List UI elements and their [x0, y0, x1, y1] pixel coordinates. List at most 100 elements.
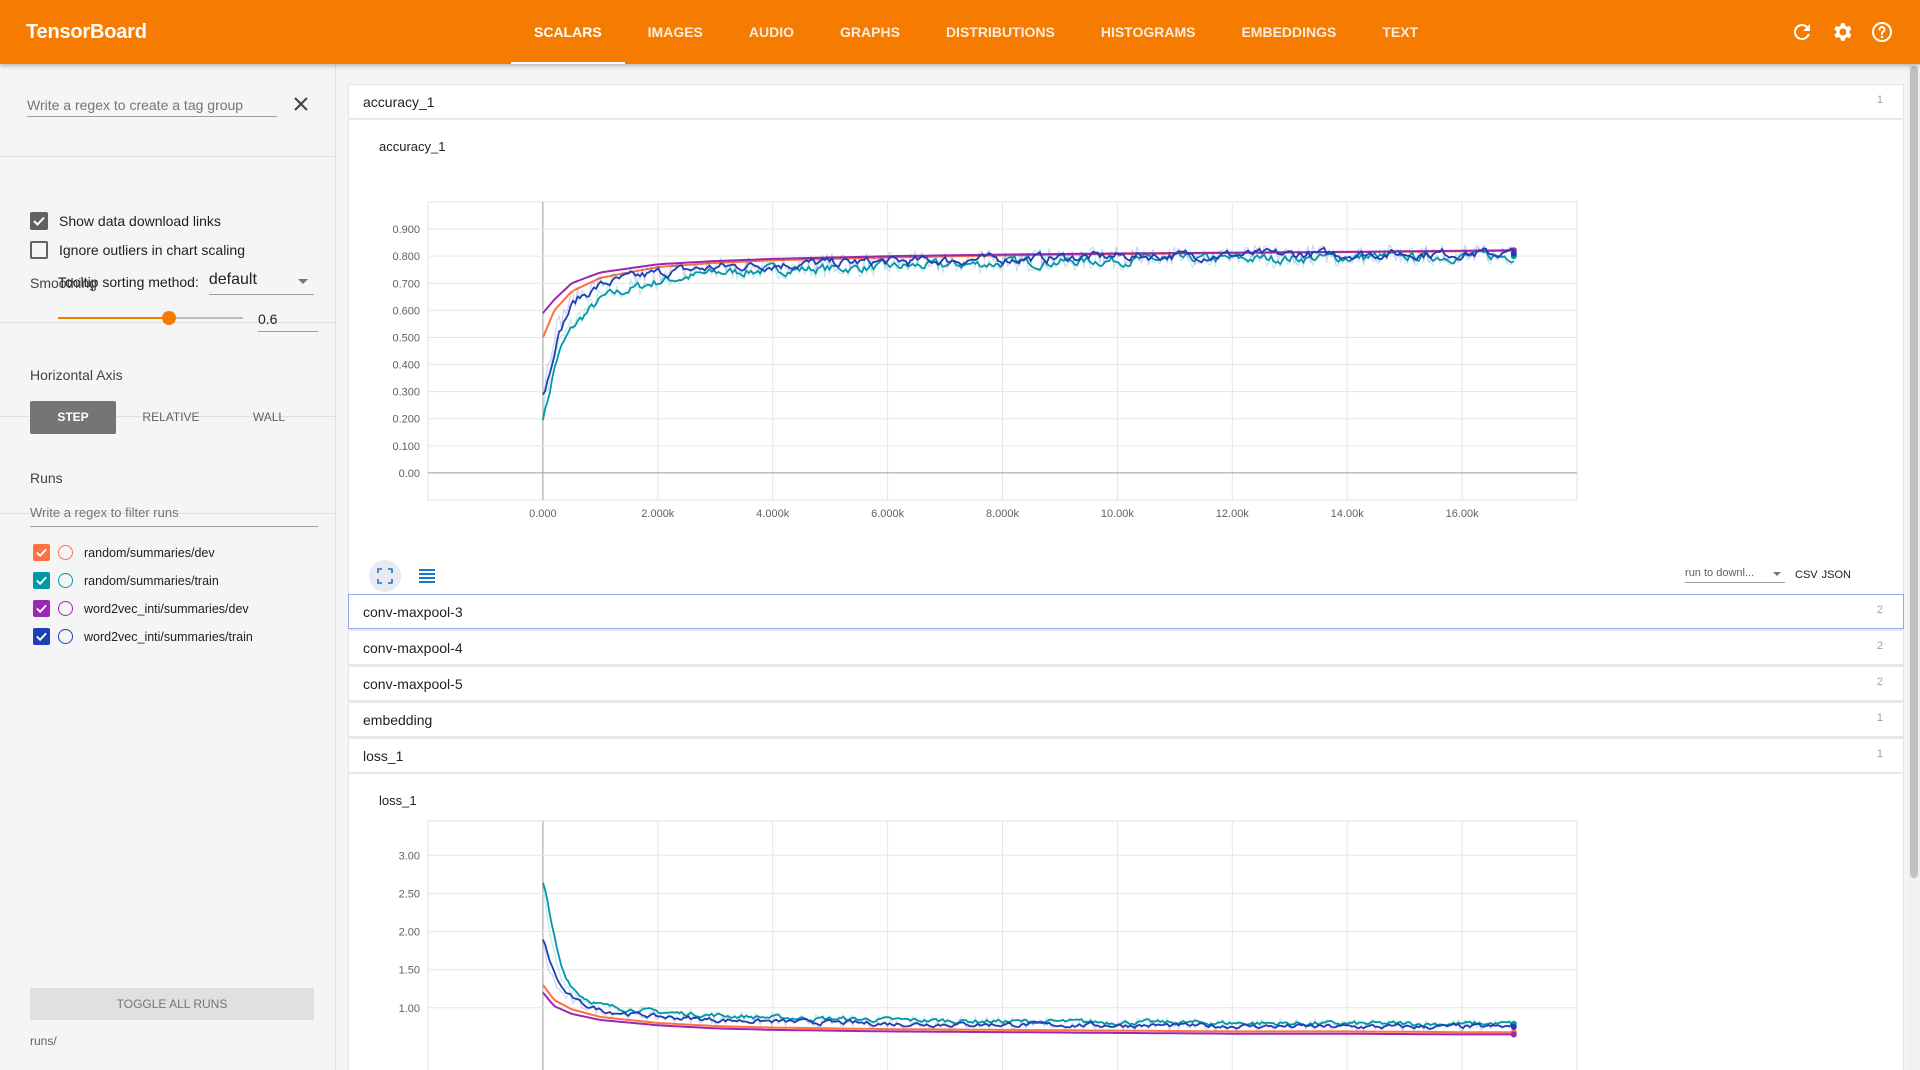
ignore-outliers-option[interactable]: Ignore outliers in chart scaling: [30, 241, 245, 259]
y-tick-label: 0.600: [392, 305, 420, 317]
list-icon: [419, 569, 435, 583]
category-title: accuracy_1: [363, 94, 435, 110]
toggle-log-scale-button[interactable]: [411, 560, 443, 592]
tag-regex-input[interactable]: [27, 93, 277, 117]
gear-icon[interactable]: [1830, 20, 1854, 44]
app-title: TensorBoard: [26, 21, 147, 43]
horizontal-axis-label: Horizontal Axis: [30, 367, 123, 383]
smoothing-label: Smoothing: [30, 275, 97, 291]
smoothing-slider-knob[interactable]: [162, 311, 176, 325]
accuracy-chart[interactable]: 0.00 0.100 0.200 0.300 0.400 0.500 0.600 0.700 0…: [349, 120, 1904, 550]
plot-area: [541, 243, 1517, 421]
loss-chart[interactable]: 1.00 1.50 2.00 2.50 3.00: [349, 774, 1904, 1070]
series-raw-line: [542, 882, 1515, 1030]
x-tick-label: 8.000k: [986, 508, 1020, 520]
smoothing-slider[interactable]: [58, 311, 243, 325]
y-tick-label: 0.800: [392, 251, 420, 263]
category-count: 2: [1876, 604, 1883, 616]
category-title: embedding: [363, 712, 433, 728]
run-item[interactable]: random/summaries/train: [33, 572, 219, 589]
run-checkbox[interactable]: [33, 544, 50, 561]
chart-title: accuracy_1: [379, 139, 446, 154]
expand-icon: [377, 568, 393, 584]
tab-histograms[interactable]: HISTOGRAMS: [1100, 24, 1196, 40]
run-color-circle: [58, 629, 73, 644]
json-link[interactable]: JSON: [1821, 569, 1851, 581]
series-line: [542, 249, 1514, 314]
y-tick-label: 3.00: [399, 850, 420, 862]
run-checkbox[interactable]: [33, 628, 50, 645]
y-tick-label: 0.200: [392, 414, 420, 426]
category-title: loss_1: [363, 748, 404, 764]
download-run-select[interactable]: run to downl...: [1685, 567, 1786, 583]
category-embedding[interactable]: embedding 1: [348, 702, 1904, 737]
axis-relative-button[interactable]: RELATIVE: [142, 410, 200, 424]
runs-label: Runs: [30, 470, 63, 486]
category-title: conv-maxpool-3: [363, 604, 463, 620]
run-checkbox[interactable]: [33, 600, 50, 617]
sidebar: Show data download links Ignore outliers…: [0, 64, 336, 1070]
axis-step-button[interactable]: STEP: [30, 401, 116, 434]
check-icon: [33, 216, 45, 226]
category-conv-maxpool-4[interactable]: conv-maxpool-4 2: [348, 630, 1904, 665]
y-tick-label: 0.700: [392, 278, 420, 290]
category-accuracy[interactable]: accuracy_1 1: [348, 84, 1904, 119]
show-download-links-checkbox[interactable]: [30, 212, 48, 230]
show-download-links-label: Show data download links: [59, 213, 221, 229]
ignore-outliers-checkbox[interactable]: [30, 241, 48, 259]
close-icon[interactable]: [289, 92, 313, 116]
horizontal-axis-options: STEP RELATIVE WALL: [30, 401, 324, 434]
series-line: [542, 248, 1515, 421]
x-tick-label: 4.000k: [756, 508, 790, 520]
y-tick-label: 0.00: [399, 468, 420, 480]
toggle-all-runs-button[interactable]: TOGGLE ALL RUNS: [30, 988, 314, 1020]
series-end-point: [1510, 1023, 1517, 1030]
tab-text[interactable]: TEXT: [1382, 24, 1419, 40]
runs-path: runs/: [30, 1034, 57, 1048]
runs-filter-input[interactable]: Write a regex to filter runs: [30, 501, 318, 527]
run-item[interactable]: word2vec_inti/summaries/train: [33, 628, 253, 645]
axis-wall-button[interactable]: WALL: [252, 410, 286, 424]
x-tick-label: 0.000: [529, 508, 557, 520]
category-loss[interactable]: loss_1 1: [348, 738, 1904, 773]
series-raw-line: [542, 243, 1515, 395]
csv-link[interactable]: CSV: [1795, 569, 1818, 581]
y-tick-label: 0.900: [392, 224, 420, 236]
chart-toolbar: [369, 560, 443, 592]
category-title: conv-maxpool-4: [363, 640, 463, 656]
run-color-circle: [58, 545, 73, 560]
tooltip-sorting-select[interactable]: default: [208, 269, 314, 295]
show-download-links-option[interactable]: Show data download links: [30, 212, 221, 230]
category-conv-maxpool-3[interactable]: conv-maxpool-3 2: [348, 594, 1904, 629]
tab-embeddings[interactable]: EMBEDDINGS: [1241, 24, 1337, 40]
tab-audio[interactable]: AUDIO: [748, 24, 795, 40]
smoothing-value-input[interactable]: 0.6: [258, 307, 318, 332]
tab-images[interactable]: IMAGES: [647, 24, 703, 40]
series-line: [542, 991, 1514, 1036]
help-icon[interactable]: [1870, 20, 1894, 44]
page-scrollbar[interactable]: [1907, 64, 1920, 1070]
run-item[interactable]: random/summaries/dev: [33, 544, 215, 561]
y-tick-label: 1.50: [399, 965, 420, 977]
tab-graphs[interactable]: GRAPHS: [840, 24, 900, 40]
run-checkbox[interactable]: [33, 572, 50, 589]
y-tick-label: 0.500: [392, 332, 420, 344]
x-tick-label: 12.00k: [1216, 508, 1250, 520]
series-end-point: [1510, 1031, 1517, 1038]
series-line: [542, 882, 1514, 1028]
ignore-outliers-label: Ignore outliers in chart scaling: [59, 242, 245, 258]
smoothing-slider-fill: [58, 317, 169, 319]
run-name: random/summaries/train: [84, 573, 219, 588]
fit-domain-button[interactable]: [369, 560, 401, 592]
horizontal-axis-section: [0, 417, 336, 514]
category-count: 1: [1876, 748, 1883, 760]
tab-scalars[interactable]: SCALARS: [511, 0, 625, 64]
series-end-point: [1510, 250, 1517, 257]
category-title: conv-maxpool-5: [363, 676, 463, 692]
chart-card-accuracy: accuracy_1 0.00 0.100 0.200 0.300 0.400 0.500…: [348, 120, 1904, 594]
run-item[interactable]: word2vec_inti/summaries/dev: [33, 600, 249, 617]
scrollbar-thumb[interactable]: [1910, 66, 1918, 878]
category-conv-maxpool-5[interactable]: conv-maxpool-5 2: [348, 666, 1904, 701]
tab-distributions[interactable]: DISTRIBUTIONS: [945, 24, 1055, 40]
refresh-icon[interactable]: [1790, 20, 1814, 44]
